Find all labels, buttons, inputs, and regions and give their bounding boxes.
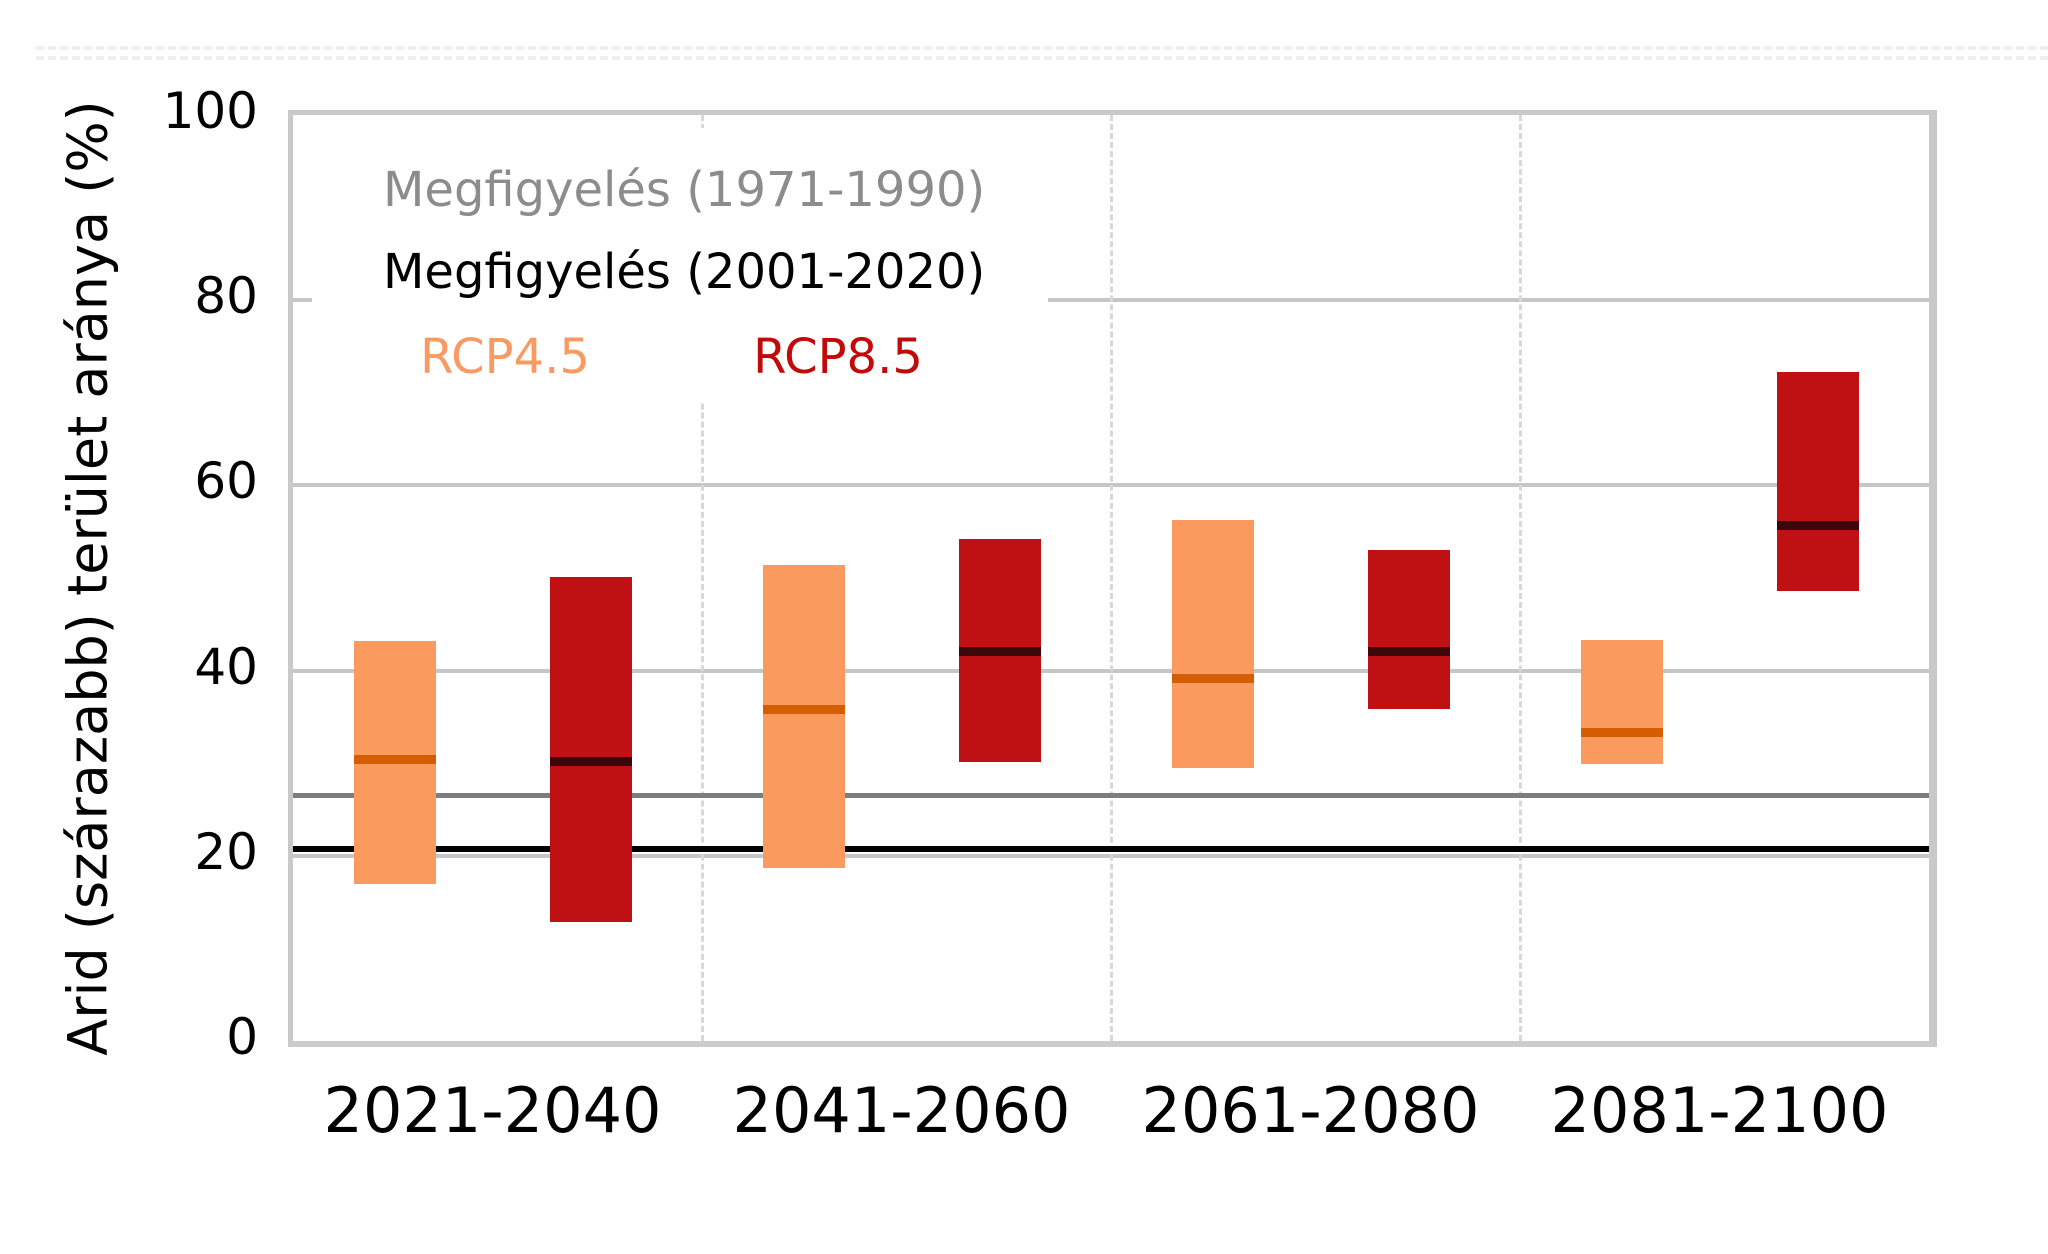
legend-item-rcp45: RCP4.5 (420, 329, 590, 385)
y-tick-label-60: 60 (194, 452, 258, 511)
x-tick-label-2021-2040: 2021-2040 (323, 1074, 662, 1147)
category-separator (1518, 115, 1522, 1041)
median-RCP4.5-2021-2040 (353, 754, 436, 764)
legend-item-observation-2001-2020: Megfigyelés (2001-2020) (383, 244, 986, 300)
category-separator (1109, 115, 1113, 1041)
x-tick-label-2081-2100: 2081-2100 (1550, 1074, 1889, 1147)
x-tick-label-2041-2060: 2041-2060 (732, 1074, 1071, 1147)
plot-area (288, 110, 1937, 1047)
cropped-figure-edge-artifact (36, 56, 2048, 60)
y-tick-label-80: 80 (194, 267, 258, 326)
reference-line-Megfigyelés (2001-2020) (293, 846, 1929, 853)
bar-RCP8.5-2061-2080 (1367, 550, 1450, 710)
x-tick-label-2061-2080: 2061-2080 (1141, 1074, 1480, 1147)
reference-line-Megfigyelés (1971-1990) (293, 793, 1929, 799)
median-RCP8.5-2021-2040 (549, 756, 632, 766)
median-RCP4.5-2081-2100 (1580, 728, 1663, 738)
bar-RCP4.5-2061-2080 (1171, 519, 1254, 768)
median-RCP8.5-2041-2060 (958, 646, 1041, 656)
y-axis-title: Arid (szárazabb) terület aránya (%) (56, 100, 120, 1056)
bar-RCP4.5-2041-2060 (762, 565, 845, 868)
category-separator (700, 115, 704, 1041)
y-tick-label-0: 0 (226, 1008, 258, 1066)
legend-item-observation-1971-1990: Megfigyelés (1971-1990) (383, 162, 986, 218)
median-RCP8.5-2061-2080 (1367, 646, 1450, 656)
bar-RCP8.5-2021-2040 (549, 577, 632, 923)
y-tick-label-40: 40 (194, 637, 258, 696)
median-RCP4.5-2041-2060 (762, 704, 845, 714)
median-RCP8.5-2081-2100 (1776, 520, 1859, 530)
legend-item-rcp85: RCP8.5 (753, 329, 923, 385)
median-RCP4.5-2061-2080 (1171, 674, 1254, 684)
bar-RCP8.5-2081-2100 (1776, 371, 1859, 591)
legend-background (312, 128, 1048, 402)
cropped-figure-edge-artifact (36, 46, 2048, 50)
y-tick-label-100: 100 (162, 82, 258, 140)
y-tick-label-20: 20 (194, 822, 258, 881)
bar-RCP4.5-2081-2100 (1580, 640, 1663, 765)
